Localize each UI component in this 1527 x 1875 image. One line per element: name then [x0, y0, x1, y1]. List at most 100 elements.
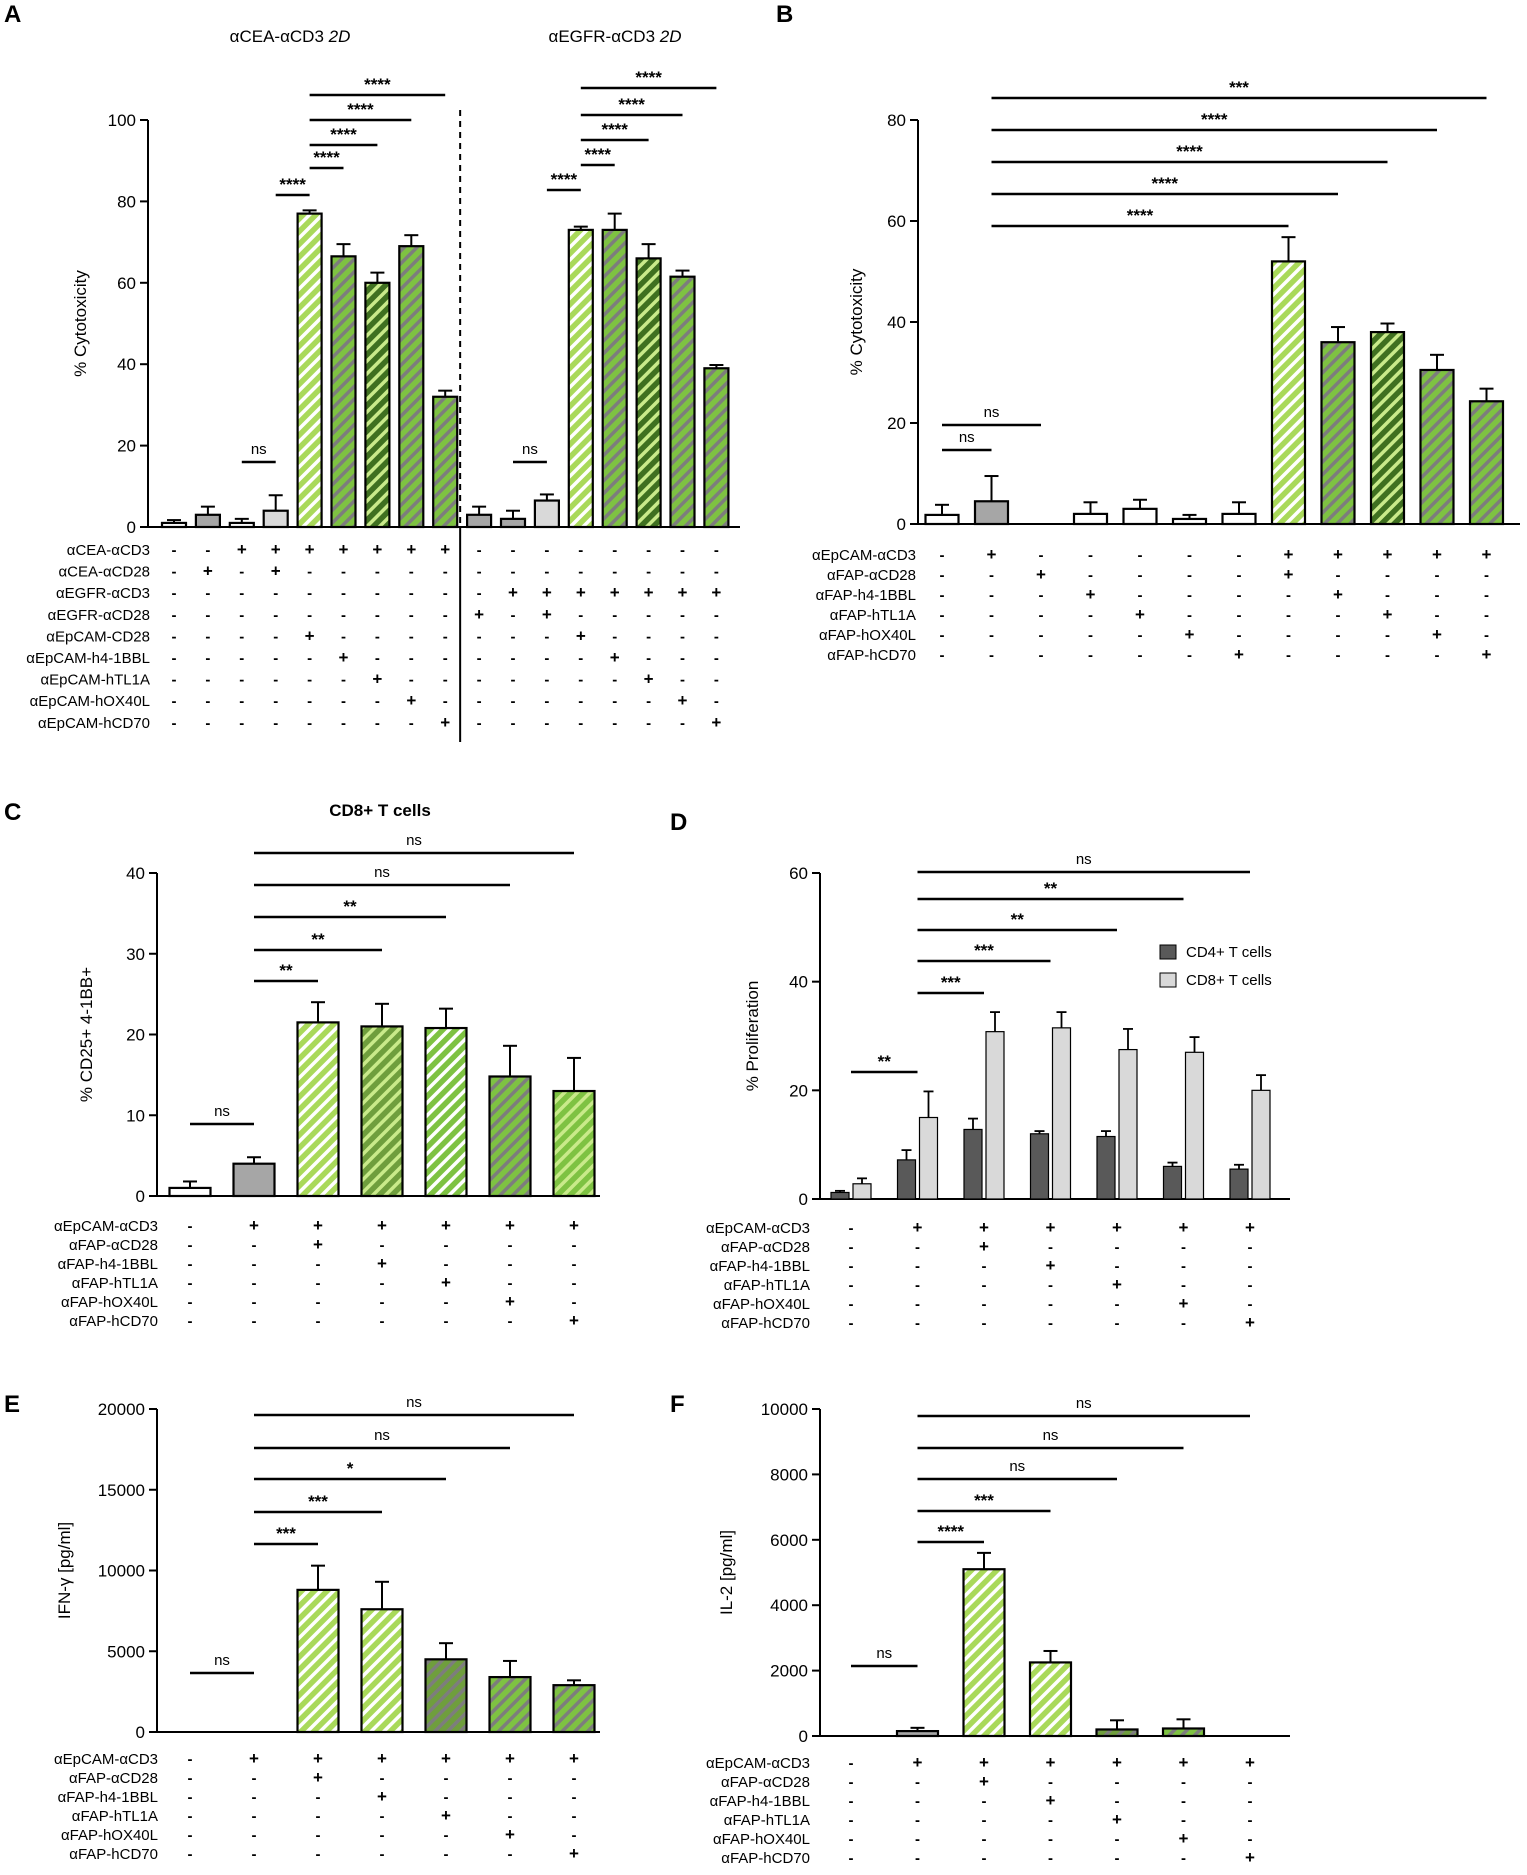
- panel-a-row-sign: -: [511, 672, 516, 689]
- panel-a-row-label: αEpCAM-CD28: [46, 628, 150, 645]
- panel-c-row-sign: +: [569, 1216, 579, 1235]
- panel-a-row-sign: -: [578, 715, 583, 732]
- panel-f-row-sign: +: [1112, 1810, 1122, 1829]
- panel-e-row-sign: -: [380, 1770, 385, 1787]
- panel-e-row-sign: -: [252, 1827, 257, 1844]
- panel-d-row-sign: -: [915, 1296, 920, 1313]
- panel-d-bar-cd8: [1051, 1027, 1072, 1200]
- panel-a-row-sign: -: [511, 650, 516, 667]
- panel-c-y-tick-label: 20: [126, 1026, 145, 1045]
- panel-a-sig-label: ****: [601, 120, 628, 139]
- panel-a-row-sign: -: [172, 715, 177, 732]
- panel-a-row-sign: -: [646, 542, 651, 559]
- panel-f-row-sign: +: [979, 1753, 989, 1772]
- panel-a-row-sign: -: [341, 564, 346, 581]
- panel-a-row-sign: -: [443, 628, 448, 645]
- panel-c-row-sign: +: [377, 1254, 387, 1273]
- panel-d-sig-label: ***: [941, 973, 961, 992]
- panel-a-row-sign: -: [680, 542, 685, 559]
- panel-b-row-sign: +: [1284, 565, 1294, 584]
- panel-a-row-sign: -: [205, 585, 210, 602]
- panel-a-row-sign: -: [511, 628, 516, 645]
- panel-b-row-sign: -: [989, 607, 994, 624]
- panel-e-row-sign: +: [441, 1806, 451, 1825]
- panel-e-row-sign: -: [316, 1846, 321, 1863]
- panel-e-row-sign: -: [252, 1808, 257, 1825]
- panel-a-row-sign: -: [172, 650, 177, 667]
- panel-d-row-label: αFAP-hCD70: [721, 1315, 810, 1332]
- panel-e-y-tick-label: 0: [136, 1723, 145, 1742]
- panel-b-row-sign: -: [1385, 587, 1390, 604]
- panel-a-row-sign: -: [205, 542, 210, 559]
- panel-a-row-sign: -: [511, 715, 516, 732]
- panel-e-row-sign: -: [188, 1846, 193, 1863]
- panel-b-row-sign: -: [1286, 627, 1291, 644]
- panel-a-row-sign: -: [307, 693, 312, 710]
- panel-a-bar: [635, 257, 662, 529]
- panel-d-row-sign: -: [1248, 1239, 1253, 1256]
- panel-b-row-sign: -: [1138, 547, 1143, 564]
- panel-e-row-sign: -: [380, 1827, 385, 1844]
- panel-d-bar-cd8: [1118, 1048, 1138, 1200]
- panel-c-row-label: αEpCAM-αCD3: [54, 1218, 158, 1235]
- panel-a-row-sign: -: [443, 650, 448, 667]
- panel-c-row-sign: -: [188, 1294, 193, 1311]
- panel-b-row-sign: -: [1039, 587, 1044, 604]
- panel-a-y-tick-label: 100: [108, 111, 136, 130]
- panel-c-row-sign: -: [316, 1256, 321, 1273]
- panel-b-row-sign: -: [1484, 587, 1489, 604]
- panel-c-sig-label: **: [311, 930, 325, 949]
- panel-letter-f: F: [670, 1391, 685, 1418]
- panel-c-row-sign: +: [377, 1216, 387, 1235]
- panel-b-row-sign: -: [1286, 607, 1291, 624]
- panel-a-row-sign: -: [578, 564, 583, 581]
- panel-a-row-sign: -: [375, 628, 380, 645]
- panel-a-y-tick-label: 20: [117, 437, 136, 456]
- panel-c-y-tick-label: 10: [126, 1106, 145, 1125]
- panel-f-y-tick-label: 10000: [761, 1400, 808, 1419]
- panel-a-bar: [669, 275, 696, 529]
- panel-f-row-sign: +: [1046, 1753, 1056, 1772]
- panel-f-bar: [962, 1568, 1006, 1738]
- panel-c-row-sign: -: [380, 1294, 385, 1311]
- panel-d-bar-cd8: [985, 1031, 1005, 1200]
- panel-c-row-sign: -: [444, 1256, 449, 1273]
- panel-a-bar: [466, 513, 493, 529]
- panel-f-row-sign: -: [849, 1831, 854, 1848]
- panel-f-row-sign: -: [1048, 1774, 1053, 1791]
- panel-a-bar: [364, 281, 391, 529]
- panel-a-row-sign: +: [271, 540, 281, 559]
- panel-letter-e: E: [4, 1391, 20, 1418]
- panel-a-row-sign: -: [307, 585, 312, 602]
- panel-d-row-sign: -: [915, 1239, 920, 1256]
- panel-a-row-sign: -: [273, 650, 278, 667]
- panel-f-row-label: αFAP-h4-1BBL: [710, 1793, 810, 1810]
- panel-b-row-sign: -: [1187, 567, 1192, 584]
- panel-e-sig-label: ***: [276, 1524, 296, 1543]
- panel-f-row-sign: -: [1181, 1793, 1186, 1810]
- panel-a-row-sign: -: [612, 628, 617, 645]
- panel-d-row-sign: -: [849, 1277, 854, 1294]
- panel-a-row-sign: -: [341, 607, 346, 624]
- panel-f-row-sign: -: [849, 1774, 854, 1791]
- panel-c-row-sign: -: [508, 1275, 513, 1292]
- panel-b-row-sign: -: [1385, 567, 1390, 584]
- panel-a-row-sign: -: [341, 715, 346, 732]
- panel-b-row-label: αFAP-hCD70: [827, 647, 916, 664]
- panel-d-row-sign: -: [1048, 1239, 1053, 1256]
- panel-a-row-label: αEpCAM-h4-1BBL: [26, 650, 150, 667]
- panel-b-row-sign: +: [1482, 645, 1492, 664]
- panel-a-row-sign: -: [443, 564, 448, 581]
- panel-b-row-sign: -: [1187, 587, 1192, 604]
- panel-a-row-sign: +: [406, 540, 416, 559]
- panel-d-bar-cd8: [1251, 1089, 1271, 1200]
- panel-a-row-sign: -: [680, 607, 685, 624]
- panel-f-sig-label: ns: [1076, 1395, 1092, 1412]
- panel-a-row-sign: -: [646, 715, 651, 732]
- panel-a-row-sign: -: [544, 628, 549, 645]
- panel-d-row-sign: +: [1046, 1256, 1056, 1275]
- panel-f-row-sign: +: [913, 1753, 923, 1772]
- panel-f-row-sign: -: [982, 1831, 987, 1848]
- panel-f-row-label: αFAP-hTL1A: [724, 1812, 810, 1829]
- panel-c-row-sign: -: [316, 1275, 321, 1292]
